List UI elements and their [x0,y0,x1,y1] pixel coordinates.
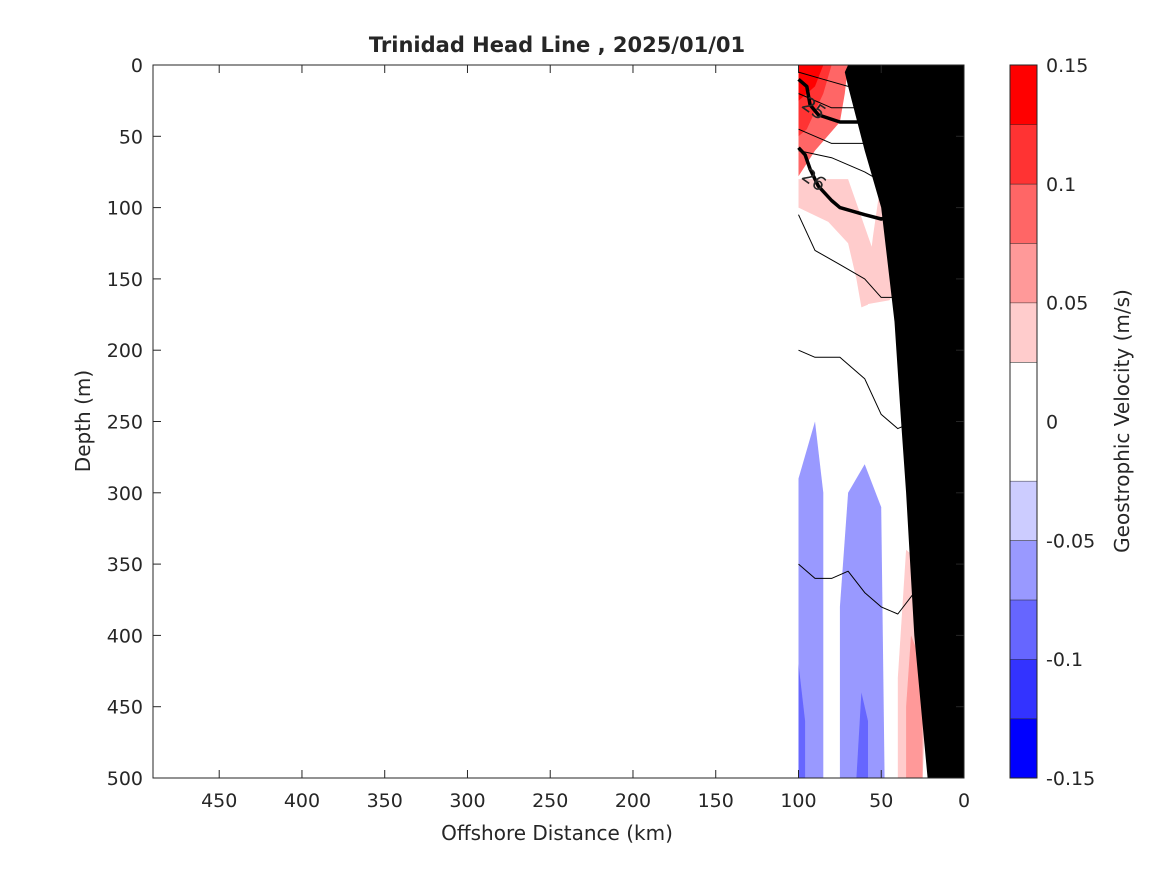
bathymetry-seafloor [844,65,964,778]
colorbar-frame [1009,64,1038,779]
colorbar: 0.15 0.1 0.05 0 -0.05 -0.1 -0.15 [1009,55,1095,790]
y-tick-label: 350 [107,554,143,576]
y-tick-label: 0 [131,55,143,77]
x-axis-label: Offshore Distance (km) [441,821,673,845]
velocity-patch-9 [798,663,806,778]
x-tick-label: 50 [869,790,893,812]
velocity-patch-10 [856,692,868,778]
y-tick-label: 200 [107,340,143,362]
colorbar-tick-label: -0.15 [1046,768,1095,790]
colorbar-swatch [1010,302,1037,363]
y-tick-label: 500 [107,768,143,790]
colorbar-swatch [1010,243,1037,303]
y-tick-label: 50 [119,126,143,148]
colorbar-tick-label: 0.05 [1046,293,1088,315]
colorbar-tick-label: 0 [1046,412,1058,434]
density-contour-line-6 [798,549,932,615]
colorbar-swatch [1010,540,1037,600]
x-tick-label: 200 [615,790,651,812]
x-tick-label: 150 [698,790,734,812]
x-tick-label: 250 [532,790,568,812]
colorbar-swatch [1010,599,1037,660]
colorbar-tick-label: 0.15 [1046,55,1088,77]
colorbar-swatch [1010,124,1037,184]
y-tick-label: 150 [107,269,143,291]
colorbar-tick-label: -0.05 [1046,530,1095,552]
colorbar-label: Geostrophic Velocity (m/s) [1110,289,1134,553]
x-tick-label: 300 [449,790,485,812]
chart-title: Trinidad Head Line , 2025/01/01 [369,33,745,57]
colorbar-swatch [1010,183,1037,244]
y-tick-label: 100 [107,198,143,220]
colorbar-swatch [1010,480,1037,541]
y-tick-label: 300 [107,483,143,505]
colorbar-tick-label: -0.1 [1046,649,1083,671]
colorbar-swatch [1010,659,1037,719]
y-tick-label: 400 [107,625,143,647]
y-axis-label: Depth (m) [71,370,95,472]
x-tick-label: 100 [780,790,816,812]
x-tick-label: 400 [284,790,320,812]
y-tick-label: 450 [107,697,143,719]
x-tick-label: 0 [958,790,970,812]
colorbar-tick-label: 0.1 [1046,174,1076,196]
x-tick-label: 450 [201,790,237,812]
x-tick-label: 350 [367,790,403,812]
velocity-patch-7 [798,421,824,778]
colorbar-swatch [1010,718,1037,778]
y-tick-label: 250 [107,412,143,434]
velocity-patch-8 [839,464,885,778]
colorbar-swatch [1010,65,1037,125]
colorbar-swatch [1010,362,1037,481]
